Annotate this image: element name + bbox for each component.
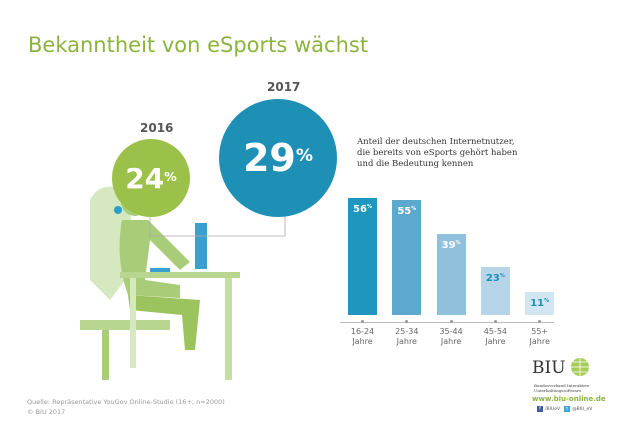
x-tick-text: 35-44 bbox=[439, 327, 463, 336]
bar-unit: % bbox=[411, 206, 417, 213]
bar-unit: % bbox=[455, 239, 461, 246]
twitter-link[interactable]: t @BIU_eV bbox=[564, 406, 592, 412]
logo-subtitle: Bundesverband Interaktive Unterhaltungss… bbox=[534, 383, 590, 393]
page-title: Bekanntheit von eSports wächst bbox=[28, 33, 369, 57]
bar-4 bbox=[525, 292, 555, 315]
bar-2 bbox=[436, 233, 466, 315]
x-axis bbox=[340, 322, 554, 323]
x-tick-text: 16-24 bbox=[350, 327, 375, 336]
x-tick bbox=[449, 320, 453, 323]
x-tick-label: 55+ Jahre bbox=[518, 327, 562, 347]
x-tick bbox=[493, 320, 497, 323]
circle-2017: 29% bbox=[219, 99, 337, 217]
bar-0 bbox=[348, 198, 377, 315]
x-tick-text: 55+ bbox=[531, 327, 549, 336]
x-tick-label: 45-54 Jahre bbox=[473, 327, 517, 347]
x-tick-text: Jahre bbox=[485, 337, 506, 346]
bar-value-label: 39% bbox=[437, 240, 466, 251]
x-tick bbox=[361, 320, 364, 323]
website-link[interactable]: www.biu-online.de bbox=[532, 395, 606, 403]
x-tick-text: Jahre bbox=[396, 337, 417, 346]
bar-value-label: 23% bbox=[481, 273, 510, 284]
twitter-handle: @BIU_eV bbox=[572, 407, 593, 412]
bar-value-label: 11% bbox=[525, 298, 554, 309]
bar-value-label: 56% bbox=[348, 204, 377, 215]
x-tick-text: 45-54 bbox=[483, 327, 508, 336]
value-2016: 24 bbox=[125, 161, 165, 195]
bar-3 bbox=[480, 266, 510, 315]
facebook-link[interactable]: f/BIUeV bbox=[537, 406, 560, 412]
social-links: f/BIUeV t @BIU_eV bbox=[537, 406, 592, 412]
source-text: Quelle: Repräsentative YouGov Online-Stu… bbox=[27, 398, 225, 406]
chart-description: Anteil der deutschen Internetnutzer, die… bbox=[357, 137, 518, 169]
year-label-2016: 2016 bbox=[140, 121, 174, 135]
unit-2016: % bbox=[164, 168, 177, 184]
value-2017: 29 bbox=[242, 136, 296, 180]
x-tick-text: 25-34 bbox=[395, 327, 419, 336]
x-tick-text: Jahre bbox=[529, 337, 550, 346]
copyright-text: © BIU 2017 bbox=[27, 408, 66, 416]
year-label-2017: 2017 bbox=[267, 80, 301, 94]
unit-2017: % bbox=[295, 146, 314, 166]
x-tick-text: Jahre bbox=[440, 337, 462, 346]
bar-1 bbox=[392, 200, 422, 315]
bar-value-label: 55% bbox=[392, 206, 421, 217]
x-tick-label: 16-24 Jahre bbox=[341, 327, 385, 347]
x-tick-text: Jahre bbox=[352, 337, 373, 346]
bar-value: 23 bbox=[485, 272, 500, 284]
facebook-icon: f bbox=[537, 406, 543, 412]
x-tick-label: 25-34 Jahre bbox=[385, 327, 429, 347]
bar-value: 11 bbox=[530, 298, 545, 310]
bar-unit: % bbox=[499, 272, 505, 279]
circle-2016: 24% bbox=[112, 139, 190, 217]
gamer-illustration bbox=[80, 186, 240, 380]
bar-unit: % bbox=[544, 298, 550, 305]
biu-logo: BIU bbox=[532, 358, 566, 378]
twitter-icon: t bbox=[564, 406, 571, 412]
footer: Quelle: Repräsentative YouGov Online-Stu… bbox=[27, 397, 225, 417]
x-tick-label: 35-44 Jahre bbox=[429, 327, 473, 347]
x-tick bbox=[405, 320, 409, 323]
bar-value: 39 bbox=[441, 239, 456, 251]
globe-icon bbox=[571, 358, 589, 376]
facebook-handle: /BIUeV bbox=[545, 407, 561, 412]
x-tick bbox=[538, 320, 542, 323]
bar-value: 55 bbox=[397, 206, 412, 218]
bar-value: 56 bbox=[353, 204, 367, 215]
bar-unit: % bbox=[366, 204, 372, 210]
